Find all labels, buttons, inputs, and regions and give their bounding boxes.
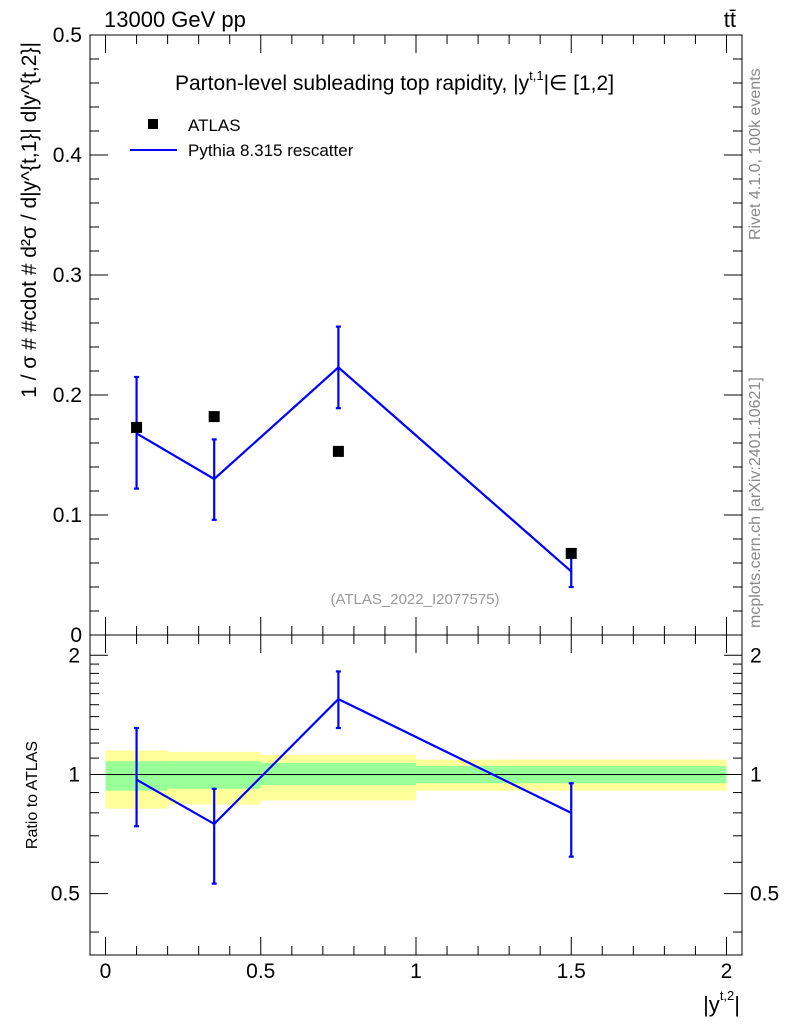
- x-axis-label-tail: |: [734, 992, 740, 1017]
- main-y-tick-label: 0.5: [53, 24, 82, 47]
- x-tick-label: 2: [721, 960, 733, 983]
- ratio-y-tick-label-right: 0.5: [750, 883, 779, 906]
- title-tail: |∈ [1,2]: [544, 72, 614, 95]
- main-y-tick-label: 0.1: [53, 504, 82, 527]
- legend-mc-label: Pythia 8.315 rescatter: [188, 141, 354, 160]
- main-y-tick-label: 0.4: [53, 144, 83, 167]
- ratio-y-tick-label-right: 2: [750, 644, 762, 667]
- ratio-band-inner: [167, 761, 261, 789]
- legend: ATLAS Pythia 8.315 rescatter: [130, 116, 354, 160]
- legend-data-label: ATLAS: [188, 116, 241, 135]
- title-main: Parton-level subleading top rapidity, |y: [175, 72, 530, 95]
- mcplots-label: mcplots.cern.ch [arXiv:2401.10621]: [747, 377, 764, 628]
- x-axis-label-main: |y: [703, 992, 720, 1017]
- rivet-label: Rivet 4.1.0, 100k events: [747, 68, 764, 240]
- ratio-mc-line: [136, 697, 572, 826]
- ratio-y-tick-label-right: 1: [750, 763, 762, 786]
- atlas-data-point: [332, 445, 344, 457]
- mc-series-line: [136, 365, 572, 573]
- y-axis-label: 1 / σ # #cdot # d²σ / d|y^{t,1}| d|y^{t,…: [18, 42, 41, 398]
- plot-title: Parton-level subleading top rapidity, |y…: [175, 68, 614, 95]
- main-y-tick-label: 0: [70, 624, 82, 647]
- x-tick-label: 1: [410, 960, 422, 983]
- ratio-y-tick-label: 2: [68, 644, 80, 667]
- legend-data-marker: [148, 119, 158, 129]
- ratio-y-tick-label: 1: [68, 763, 80, 786]
- x-tick-label: 0: [100, 960, 112, 983]
- atlas-data-point: [208, 411, 220, 423]
- atlas-data-point: [131, 421, 143, 433]
- analysis-label: (ATLAS_2022_I2077575): [330, 591, 499, 608]
- title-sup: t,1: [529, 68, 543, 83]
- process-label: tt̄: [724, 7, 736, 32]
- main-panel: 0 0.1 0.2 0.3 0.4 0.5 Parton-level subleading…: [18, 24, 743, 647]
- x-tick-label: 1.5: [557, 960, 586, 983]
- x-axis-label: |yt,2|: [703, 988, 740, 1017]
- ratio-y-tick-label: 0.5: [51, 883, 80, 906]
- main-y-tick-label: 0.2: [53, 384, 82, 407]
- x-axis-label-sup: t,2: [720, 988, 734, 1003]
- ratio-y-axis-label: Ratio to ATLAS: [24, 741, 41, 849]
- atlas-data-point: [565, 547, 577, 559]
- ratio-panel: 0.5 0.5 1 1 2 2 0 0.5 1 1.5 2 Ratio to ATLAS |yt,…: [24, 634, 779, 1017]
- x-tick-label: 0.5: [246, 960, 275, 983]
- energy-label: 13000 GeV pp: [104, 7, 246, 32]
- main-y-tick-label: 0.3: [53, 264, 82, 287]
